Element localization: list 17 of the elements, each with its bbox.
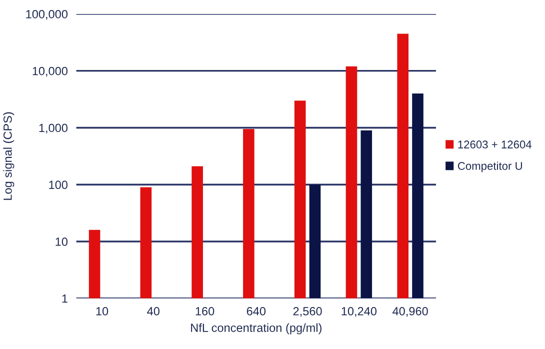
y-tick-label: 1 [62,294,68,303]
x-tick-label: 40 [147,307,160,316]
x-tick-label: 640 [246,307,266,316]
legend-label: 12603 + 12604 [458,140,532,148]
legend-label: Competitor U [458,162,522,172]
y-tick-label: 100 [49,180,68,190]
x-tick-label: 10 [96,307,108,316]
y-tick-label: 10 [56,238,68,246]
x-tick-label: 10,240 [342,307,377,317]
x-tick-label: 160 [196,307,214,316]
y-tick-label: 1,000 [39,124,68,134]
x-tick-label: 2,560 [293,307,322,317]
y-tick-label: 10,000 [32,66,68,77]
x-tick-label: 40,960 [392,307,428,317]
y-axis-title: Log signal (CPS) [3,112,14,200]
x-axis-title: NfL concentration (pg/ml) [191,323,322,334]
y-tick-label: 100,000 [26,10,68,20]
